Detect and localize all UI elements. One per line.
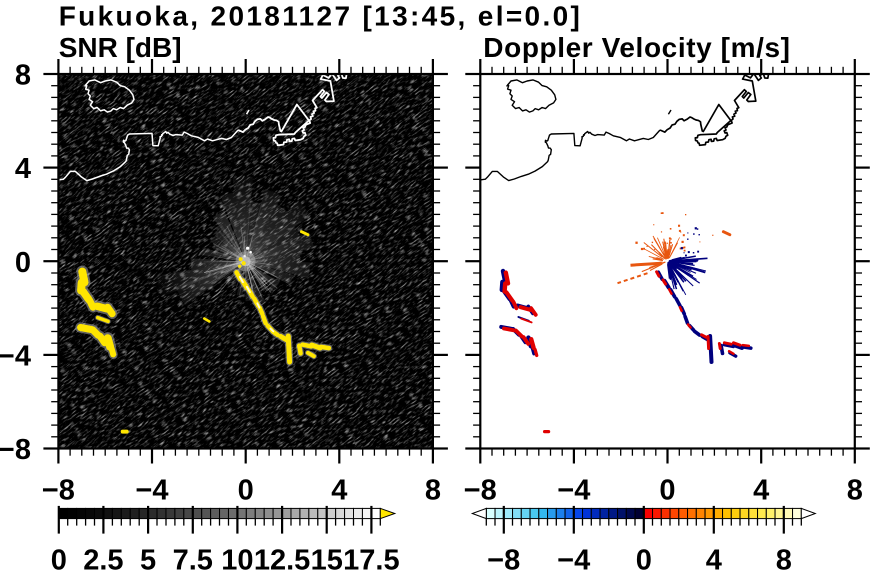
- svg-text:−4: −4: [557, 545, 590, 570]
- svg-text:SNR [dB]: SNR [dB]: [59, 32, 182, 63]
- svg-text:15: 15: [311, 545, 343, 570]
- svg-text:0: 0: [659, 475, 675, 507]
- svg-text:−4: −4: [0, 341, 31, 373]
- svg-text:−8: −8: [0, 434, 31, 466]
- svg-text:0: 0: [51, 545, 67, 570]
- svg-text:8: 8: [776, 545, 792, 570]
- svg-text:4: 4: [15, 153, 31, 185]
- svg-text:8: 8: [15, 60, 31, 92]
- svg-text:−4: −4: [135, 475, 168, 507]
- svg-text:17.5: 17.5: [343, 545, 399, 570]
- svg-text:2.5: 2.5: [83, 545, 123, 570]
- svg-text:4: 4: [331, 475, 347, 507]
- svg-text:12.5: 12.5: [254, 545, 310, 570]
- svg-text:−8: −8: [42, 475, 75, 507]
- svg-text:8: 8: [425, 475, 441, 507]
- svg-text:8: 8: [847, 475, 863, 507]
- svg-text:0: 0: [15, 247, 31, 279]
- svg-text:10: 10: [221, 545, 253, 570]
- svg-text:Fukuoka, 20181127 [13:45, el=0: Fukuoka, 20181127 [13:45, el=0.0]: [59, 0, 583, 31]
- svg-text:5: 5: [140, 545, 156, 570]
- svg-text:4: 4: [706, 545, 722, 570]
- svg-text:7.5: 7.5: [173, 545, 213, 570]
- svg-text:−8: −8: [464, 475, 497, 507]
- svg-text:−8: −8: [487, 545, 520, 570]
- svg-text:−4: −4: [557, 475, 590, 507]
- svg-text:Doppler Velocity [m/s]: Doppler Velocity [m/s]: [483, 32, 790, 63]
- svg-text:0: 0: [636, 545, 652, 570]
- svg-text:0: 0: [238, 475, 254, 507]
- svg-text:4: 4: [753, 475, 769, 507]
